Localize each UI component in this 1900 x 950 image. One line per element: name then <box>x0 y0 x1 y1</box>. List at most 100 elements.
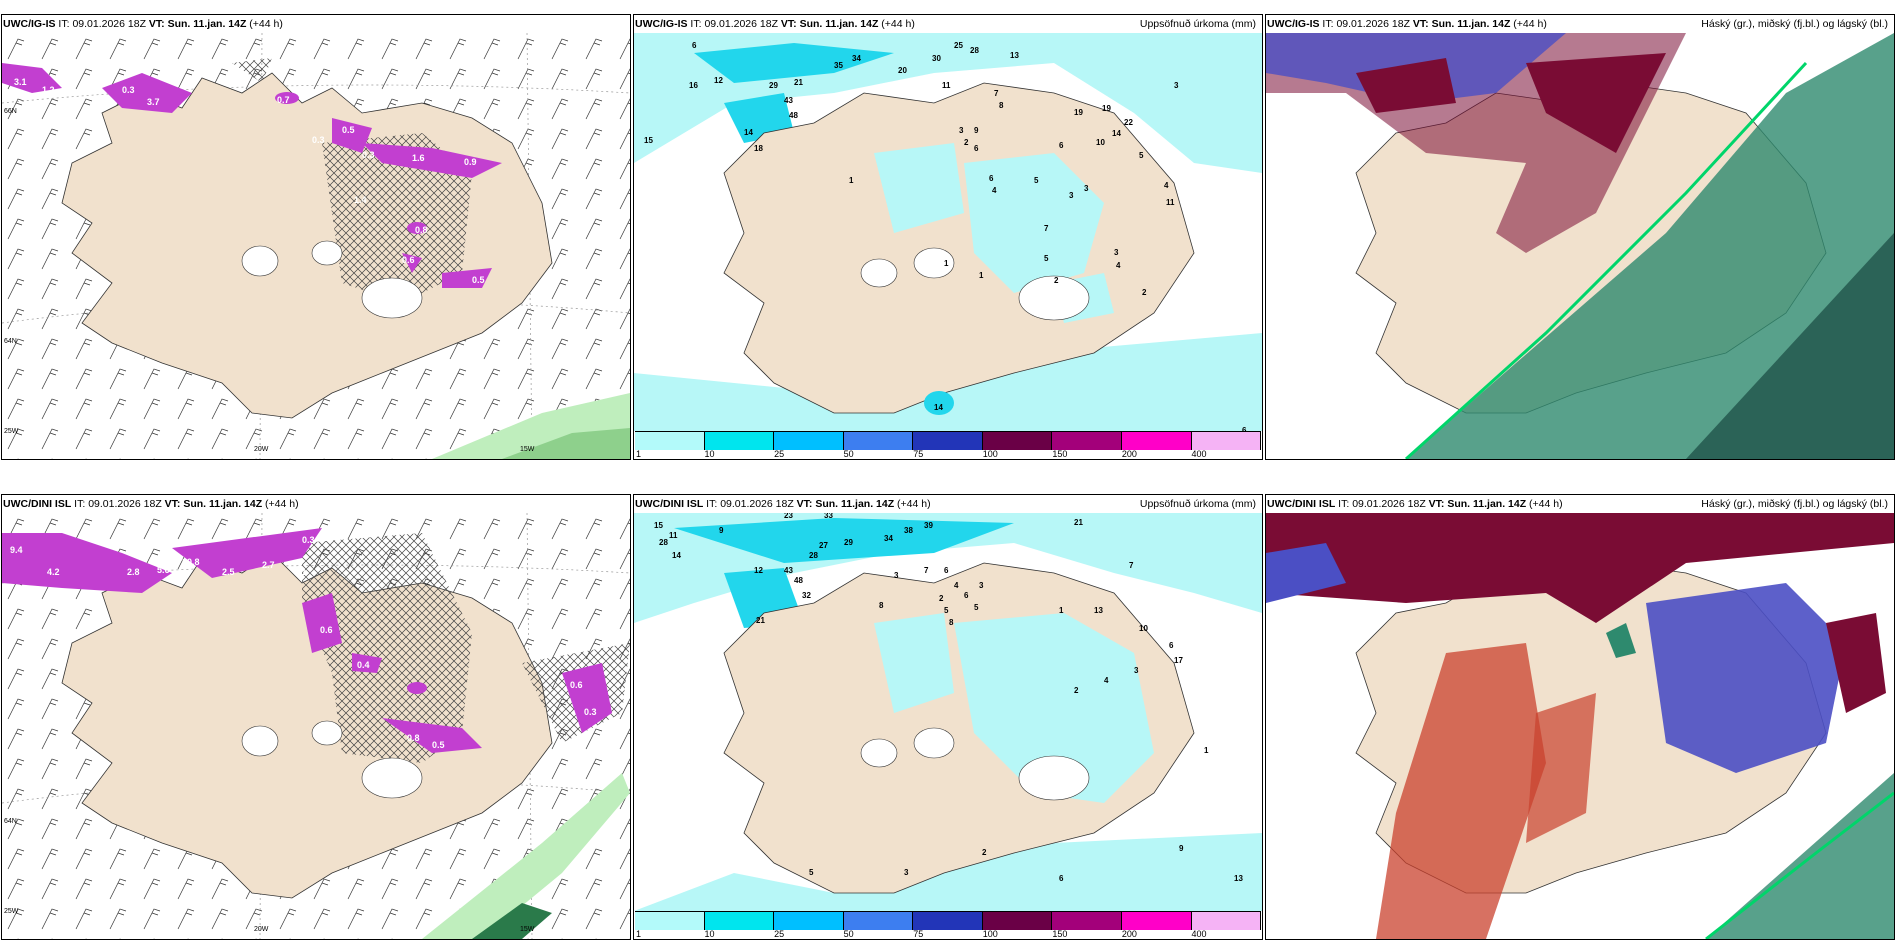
svg-text:6: 6 <box>1059 141 1064 150</box>
map-title: Háský (gr.), miðský (fj.bl.) og lágský (… <box>1701 498 1888 510</box>
colorbar-label: 150 <box>1052 449 1068 459</box>
colorbar: 1 10 25 50 75 100 150 200 400 <box>634 431 1262 459</box>
svg-text:14: 14 <box>934 403 943 412</box>
svg-text:48: 48 <box>794 576 803 585</box>
svg-text:15: 15 <box>644 136 653 145</box>
colorbar-label: 100 <box>982 449 998 459</box>
svg-text:0.5: 0.5 <box>342 125 355 135</box>
svg-text:1: 1 <box>1204 746 1209 755</box>
svg-text:3: 3 <box>1114 248 1119 257</box>
svg-text:1.4: 1.4 <box>354 195 367 205</box>
snow-areas <box>2 528 612 753</box>
svg-text:11: 11 <box>942 81 951 90</box>
svg-text:7: 7 <box>1129 561 1134 570</box>
colorbar: 1 10 25 50 75 100 150 200 400 <box>634 911 1262 939</box>
colorbar-swatch <box>1121 912 1192 930</box>
svg-text:1.1: 1.1 <box>294 567 307 577</box>
svg-text:3: 3 <box>1134 666 1139 675</box>
svg-text:9: 9 <box>1179 844 1184 853</box>
svg-text:15W: 15W <box>520 446 535 453</box>
svg-text:16: 16 <box>689 81 698 90</box>
svg-text:5.6: 5.6 <box>157 565 170 575</box>
svg-text:27: 27 <box>819 541 828 550</box>
colorbar-swatch <box>913 912 983 930</box>
map-title: Háský (gr.), miðský (fj.bl.) og lágský (… <box>1701 18 1888 30</box>
svg-text:2: 2 <box>1054 276 1059 285</box>
colorbar-swatch <box>843 912 914 930</box>
colorbar-swatch <box>704 912 775 930</box>
colorbar-label: 150 <box>1052 929 1068 939</box>
svg-text:15: 15 <box>654 521 663 530</box>
svg-text:3: 3 <box>894 571 899 580</box>
svg-text:18: 18 <box>754 144 763 153</box>
svg-text:20W: 20W <box>254 926 269 933</box>
map-precipitation[interactable]: 15 23 33 39 28 11 9 14 38 34 29 27 21 12… <box>634 513 1262 911</box>
svg-text:6: 6 <box>692 41 697 50</box>
svg-text:1.2: 1.2 <box>42 85 55 95</box>
svg-text:7: 7 <box>994 89 999 98</box>
svg-text:2.7: 2.7 <box>262 560 275 570</box>
svg-text:21: 21 <box>794 78 803 87</box>
svg-text:48: 48 <box>789 111 798 120</box>
svg-text:6: 6 <box>1169 641 1174 650</box>
panel-ig-is-wind: UWC/IG-IS IT: 09.01.2026 18Z VT: Sun. 11… <box>1 14 631 460</box>
colorbar-label: 50 <box>843 929 854 939</box>
svg-text:32: 32 <box>802 591 811 600</box>
svg-text:2: 2 <box>964 138 969 147</box>
colorbar-label: 400 <box>1191 449 1207 459</box>
colorbar-label: 100 <box>982 929 998 939</box>
svg-text:4.2: 4.2 <box>47 567 60 577</box>
colorbar-label: 75 <box>913 449 924 459</box>
map-wind-snow[interactable]: 9.4 4.2 2.8 5.6 10.8 2.5 2.7 1.1 0.3 0.6… <box>2 513 630 939</box>
svg-text:29: 29 <box>844 538 853 547</box>
snow-labels: 9.4 4.2 2.8 5.6 10.8 2.5 2.7 1.1 0.3 0.6… <box>10 535 597 750</box>
svg-text:0.3: 0.3 <box>362 150 375 160</box>
map-title: Uppsöfnuð úrkoma (mm) <box>1139 18 1256 30</box>
svg-text:30: 30 <box>932 54 941 63</box>
svg-text:0.4: 0.4 <box>357 660 370 670</box>
svg-text:5: 5 <box>1044 254 1049 263</box>
colorbar-label: 10 <box>704 929 715 939</box>
panel-header: UWC/DINI ISL IT: 09.01.2026 18Z VT: Sun.… <box>635 498 931 510</box>
svg-text:6: 6 <box>944 566 949 575</box>
snow-areas <box>2 63 502 288</box>
map-wind-snow[interactable]: 3.1 1.2 3.7 0.7 0.3 0.3 1.6 0.9 0.5 1.4 … <box>2 33 630 459</box>
svg-text:13: 13 <box>1234 874 1243 883</box>
map-clouds[interactable] <box>1266 33 1894 459</box>
svg-text:10: 10 <box>1096 138 1105 147</box>
panel-dini-wind: UWC/DINI ISL IT: 09.01.2026 18Z VT: Sun.… <box>1 494 631 940</box>
svg-text:5: 5 <box>1139 151 1144 160</box>
svg-text:8: 8 <box>949 618 954 627</box>
svg-text:3: 3 <box>959 126 964 135</box>
svg-text:4: 4 <box>954 581 959 590</box>
svg-text:17: 17 <box>1174 656 1183 665</box>
svg-text:5: 5 <box>809 868 814 877</box>
map-title: Uppsöfnuð úrkoma (mm) <box>1139 498 1256 510</box>
svg-text:11: 11 <box>1166 198 1175 207</box>
svg-text:64N: 64N <box>4 338 17 345</box>
svg-text:6: 6 <box>1059 874 1064 883</box>
svg-text:6: 6 <box>989 174 994 183</box>
svg-text:33: 33 <box>824 513 833 520</box>
precip-labels: 15 23 33 39 28 11 9 14 38 34 29 27 21 12… <box>654 513 1243 883</box>
colorbar-swatch <box>843 432 914 450</box>
colorbar-swatch <box>982 432 1053 450</box>
colorbar-label: 400 <box>1191 929 1207 939</box>
map-precipitation[interactable]: 6 16 12 25 34 35 20 30 28 13 11 15 3 18 … <box>634 33 1262 431</box>
colorbar-swatch <box>1121 432 1192 450</box>
colorbar-swatch <box>982 912 1053 930</box>
svg-text:66N: 66N <box>4 108 17 115</box>
svg-text:0.3: 0.3 <box>312 135 325 145</box>
svg-text:3.7: 3.7 <box>147 97 160 107</box>
map-clouds[interactable] <box>1266 513 1894 939</box>
colorbar-swatch <box>774 432 844 450</box>
svg-text:0.7: 0.7 <box>277 95 290 105</box>
svg-text:9.4: 9.4 <box>10 545 23 555</box>
svg-text:7: 7 <box>1044 224 1049 233</box>
svg-text:8: 8 <box>879 601 884 610</box>
svg-text:28: 28 <box>659 538 668 547</box>
colorbar-label: 200 <box>1121 929 1137 939</box>
svg-text:12: 12 <box>714 76 723 85</box>
svg-text:4: 4 <box>1104 676 1109 685</box>
svg-text:1: 1 <box>944 259 949 268</box>
